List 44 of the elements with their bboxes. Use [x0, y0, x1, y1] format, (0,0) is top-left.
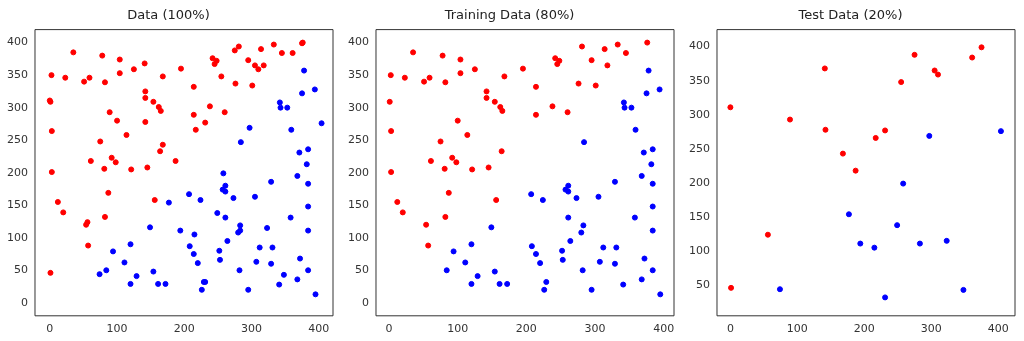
y-tick-label: 0 [21, 295, 28, 309]
x-tick-label: 400 [308, 322, 330, 336]
y-tick-label: 400 [7, 35, 28, 49]
y-tick-label: 300 [7, 100, 28, 114]
y-tick-label: 0 [362, 295, 369, 309]
y-tick-label: 300 [348, 100, 369, 114]
y-tick-label: 150 [348, 198, 369, 212]
y-tick-label: 100 [348, 230, 369, 244]
y-tick-label: 350 [689, 73, 710, 87]
y-tick-label: 50 [355, 263, 369, 277]
y-tick-label: 200 [689, 175, 710, 189]
x-tick-label: 0 [385, 322, 393, 336]
x-tick-label: 0 [46, 322, 54, 336]
x-tick-label: 100 [447, 322, 469, 336]
x-tick-label: 0 [726, 322, 734, 336]
chart-title: Data (100%) [127, 7, 210, 23]
y-tick-label: 250 [7, 133, 28, 147]
x-tick-label: 300 [241, 322, 263, 336]
x-tick-label: 300 [584, 322, 606, 336]
y-tick-label: 100 [689, 243, 710, 257]
x-tick-label: 200 [853, 322, 875, 336]
y-tick-label: 400 [348, 35, 369, 49]
y-tick-label: 250 [348, 133, 369, 147]
y-tick-label: 200 [7, 165, 28, 179]
y-tick-label: 300 [689, 107, 710, 121]
x-tick-label: 400 [987, 322, 1009, 336]
y-tick-label: 50 [14, 263, 28, 277]
y-tick-label: 150 [7, 198, 28, 212]
x-tick-label: 100 [786, 322, 808, 336]
y-tick-label: 200 [348, 165, 369, 179]
x-tick-label: 100 [106, 322, 128, 336]
x-tick-label: 300 [920, 322, 942, 336]
x-tick-label: 400 [653, 322, 675, 336]
x-tick-label: 200 [515, 322, 537, 336]
y-tick-label: 350 [348, 67, 369, 81]
chart-title: Test Data (20%) [797, 7, 903, 23]
y-tick-label: 350 [7, 67, 28, 81]
y-tick-label: 250 [689, 141, 710, 155]
y-tick-label: 400 [689, 39, 710, 53]
y-tick-label: 150 [689, 209, 710, 223]
y-tick-label: 100 [7, 230, 28, 244]
y-tick-label: 50 [696, 278, 710, 291]
chart-title: Training Data (80%) [443, 7, 575, 23]
x-tick-label: 200 [173, 322, 195, 336]
